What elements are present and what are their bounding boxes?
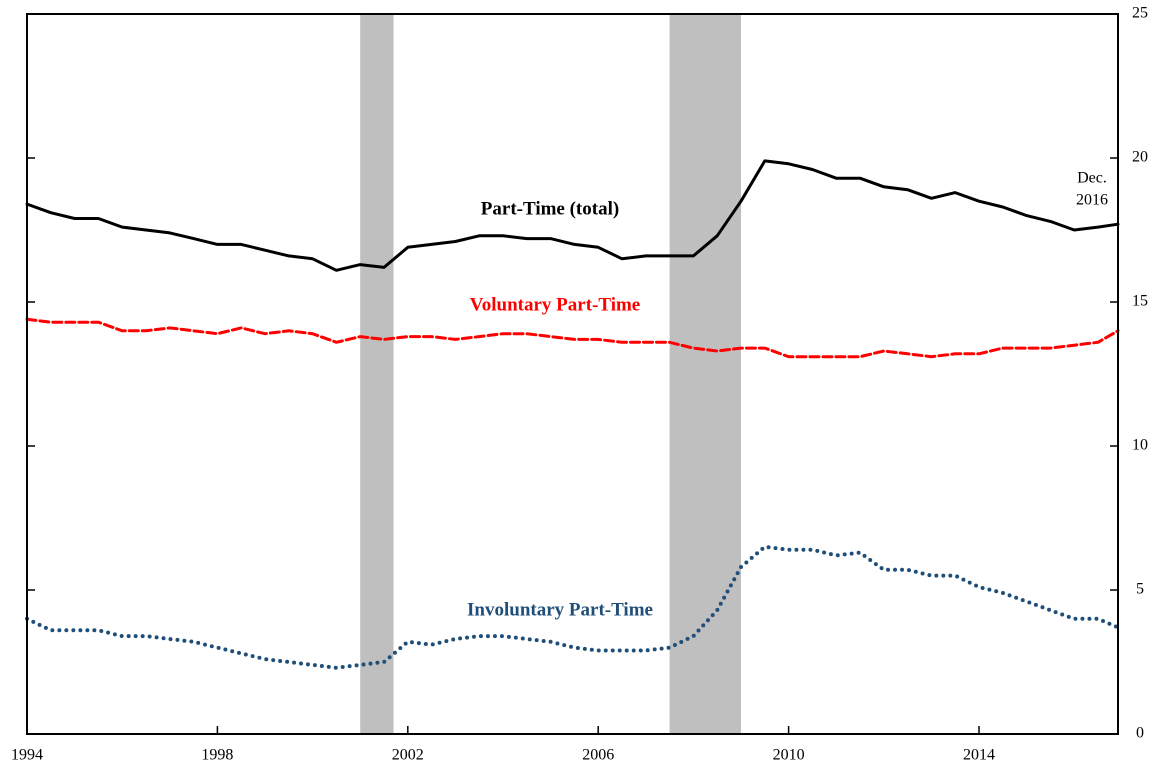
x-tick-label: 2010 (773, 747, 805, 764)
series-line (25, 159, 1120, 272)
x-tick-label: 2006 (582, 747, 614, 764)
series-label: Voluntary Part-Time (470, 294, 640, 315)
series-label: Involuntary Part-Time (467, 599, 653, 620)
y-tick-label: 5 (1136, 581, 1144, 598)
x-tick-label: 1994 (11, 747, 43, 764)
y-tick-label: 15 (1132, 293, 1148, 310)
y-tick-label: 25 (1132, 5, 1148, 22)
recession-band (669, 14, 742, 734)
x-tick-label: 1998 (201, 747, 233, 764)
x-tick-label: 2014 (963, 747, 995, 764)
annotation: Dec. (1077, 170, 1107, 187)
x-tick-label: 2002 (392, 747, 424, 764)
y-tick-label: 10 (1132, 437, 1148, 454)
y-tick-label: 0 (1136, 725, 1144, 742)
plot-frame (26, 13, 1119, 735)
annotation: 2016 (1076, 192, 1108, 209)
series-label: Part-Time (total) (481, 198, 619, 219)
series-line (25, 317, 1120, 359)
recession-band (360, 14, 394, 734)
y-tick-label: 20 (1132, 149, 1148, 166)
